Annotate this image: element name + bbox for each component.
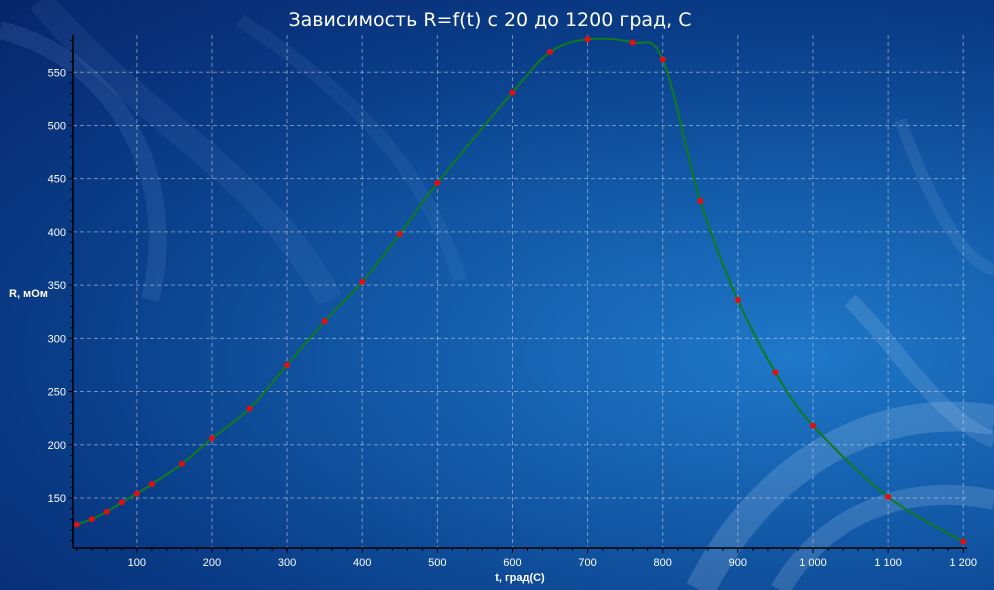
x-tick-label: 100 [128,557,146,569]
y-tick-label: 300 [48,333,66,345]
data-point [659,56,666,63]
grid-lines [73,35,967,548]
x-tick-label: 200 [203,557,221,569]
x-tick-label: 1 000 [799,557,827,569]
x-tick-label: 900 [729,557,747,569]
data-point [509,89,516,96]
x-tick-label: 700 [578,557,596,569]
data-point [133,490,140,497]
data-point [547,49,554,56]
data-point [584,36,591,43]
data-point [178,460,185,467]
x-tick-label: 400 [353,557,371,569]
y-tick-label: 200 [48,440,66,452]
data-point [321,318,328,325]
x-axis-ticks: 100 200 300 400 500 600 700 800 900 1 000 1 100 1 2… [76,548,977,569]
y-axis-ticks: 150 200 250 300 350 400 450 500 550 [48,39,73,542]
x-tick-label: 1 200 [949,557,977,569]
x-tick-label: 600 [503,557,521,569]
data-point [697,198,704,205]
y-tick-label: 500 [48,120,66,132]
series [73,36,967,545]
data-point [359,278,366,285]
x-tick-label: 1 100 [874,557,902,569]
axes [72,35,967,549]
y-tick-label: 450 [48,174,66,186]
data-point [148,481,155,488]
data-point [809,422,816,429]
data-point [103,508,110,515]
x-tick-label: 300 [278,557,296,569]
data-point [73,521,80,528]
y-axis-label: R, мОм [9,288,48,300]
chart-title: Зависимость R=f(t) с 20 до 1200 град, С [288,9,691,31]
data-point [246,405,253,412]
data-point [734,297,741,304]
x-axis-label: t, град(С) [495,572,545,584]
x-tick-label: 800 [654,557,672,569]
data-point [960,538,967,545]
data-point [396,231,403,238]
y-tick-label: 250 [48,387,66,399]
data-point [284,361,291,368]
x-tick-label: 500 [428,557,446,569]
data-point [208,435,215,442]
data-point [118,499,125,506]
data-point [629,39,636,46]
data-point [885,493,892,500]
data-point [772,369,779,376]
data-point [434,179,441,186]
y-tick-label: 150 [48,493,66,505]
y-tick-label: 350 [48,280,66,292]
data-point [88,516,95,523]
y-tick-label: 550 [48,67,66,79]
y-tick-label: 400 [48,227,66,239]
series-line [76,37,964,543]
